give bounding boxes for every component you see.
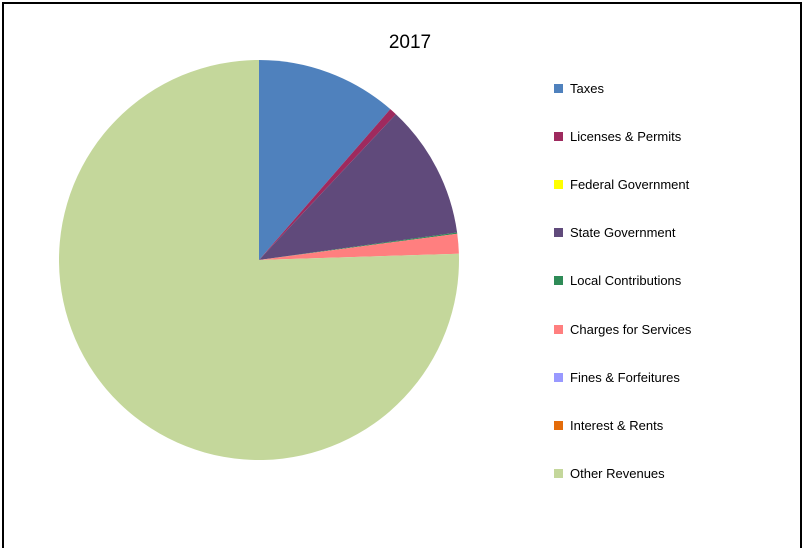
pie-slice-licenses-and-permits [259,109,396,261]
pie-slice-state-government [259,114,458,261]
legend-swatch [554,324,563,334]
legend-label: State Government [570,225,676,241]
legend-item-licenses-and-permits: Licenses & Permits [554,128,681,144]
legend-item-local-contributions: Local Contributions [554,273,681,289]
legend-label: Licenses & Permits [570,128,682,144]
legend-item-charges-for-services: Charges for Services [554,321,691,337]
legend-label: Local Contributions [570,273,682,289]
legend-item-state-government: State Government [554,225,676,241]
legend-label: Fines & Forfeitures [570,369,680,385]
legend-swatch [554,131,563,141]
legend-label: Charges for Services [570,321,692,337]
pie-slice-local-contributions [259,232,458,260]
legend-swatch [554,228,563,238]
legend-label: Taxes [570,80,604,96]
legend-item-interest-and-rents: Interest & Rents [554,417,663,433]
legend-label: Interest & Rents [570,417,664,433]
pie-slice-taxes [259,60,391,260]
pie-slice-charges-for-services [259,233,459,260]
legend-label: Federal Government [570,176,690,192]
chart-title: 2017 [388,32,432,53]
legend-item-fines-and-forfeitures: Fines & Forfeitures [554,369,680,385]
legend-swatch [554,420,563,430]
legend-label: Other Revenues [570,466,665,482]
legend-item-other-revenues: Other Revenues [554,466,665,482]
legend-swatch [554,276,563,286]
legend-item-taxes: Taxes [554,80,604,96]
legend-swatch [554,179,563,189]
legend-item-federal-government: Federal Government [554,176,689,192]
pie-slice-other-revenues [58,60,459,460]
legend-swatch [554,469,563,479]
legend-swatch [554,83,563,93]
legend-swatch [554,372,563,382]
legend: Taxes Licenses & Permits Federal Governmen… [554,0,794,546]
